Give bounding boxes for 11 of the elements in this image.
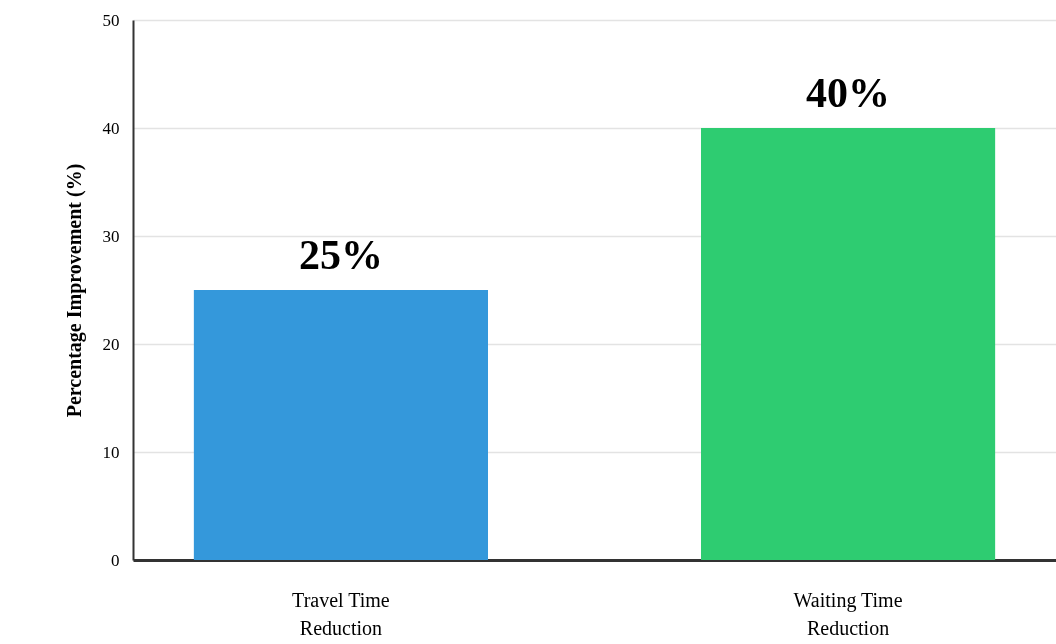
y-tick-label: 30 <box>102 226 120 246</box>
y-tick-label: 10 <box>102 442 120 462</box>
x-tick-label: Waiting Time Reduction <box>793 588 903 639</box>
data-label: 25% <box>298 232 383 278</box>
y-tick-label: 40 <box>102 118 120 138</box>
data-label: 40% <box>806 70 891 116</box>
x-tick-label: Travel Time Reduction <box>292 588 390 639</box>
y-tick-label: 20 <box>102 334 120 354</box>
y-axis-title: Percentage Improvement (%) <box>62 163 86 418</box>
y-tick-label: 0 <box>111 550 120 570</box>
y-tick-label: 50 <box>102 10 120 30</box>
